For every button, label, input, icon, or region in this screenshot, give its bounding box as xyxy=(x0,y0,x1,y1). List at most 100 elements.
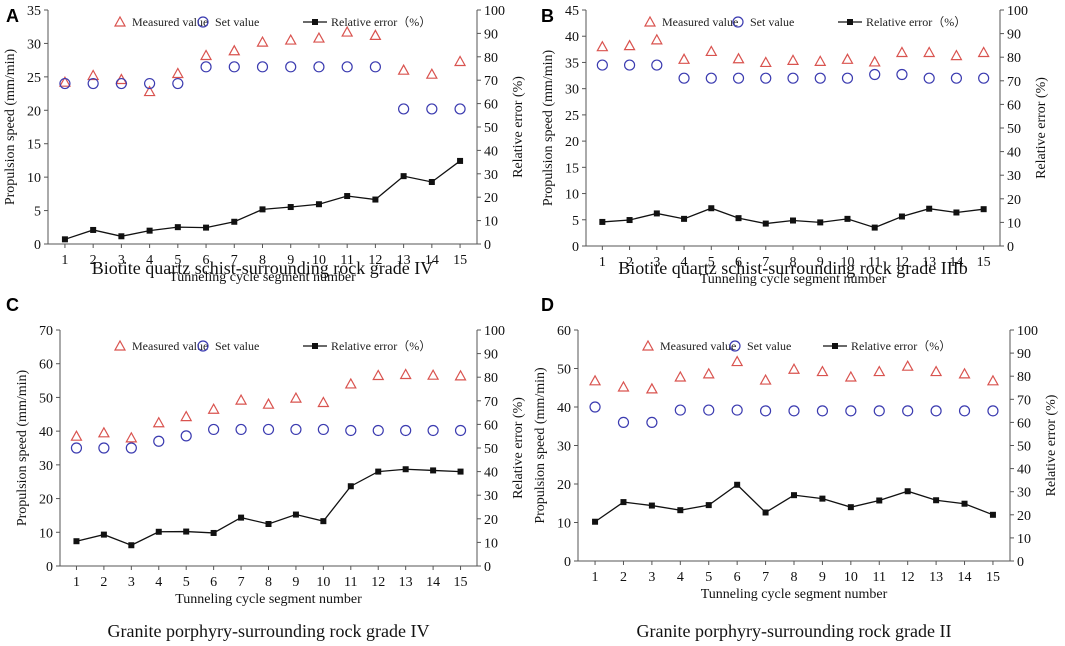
set-point xyxy=(902,405,914,417)
measured-point xyxy=(143,85,156,97)
series-measured xyxy=(70,368,467,443)
measured-point xyxy=(427,368,440,380)
x-tick-label: 12 xyxy=(901,570,915,585)
set-point xyxy=(646,416,658,428)
set-point xyxy=(896,68,908,81)
left-tick-label: 15 xyxy=(27,138,41,153)
measured-point xyxy=(645,382,658,394)
left-tick-label: 70 xyxy=(39,324,53,339)
left-tick-label: 10 xyxy=(27,171,41,186)
right-tick-label: 20 xyxy=(484,191,498,206)
x-tick-label: 12 xyxy=(371,575,385,590)
y2-axis-label: Relative error (%) xyxy=(511,76,526,178)
right-tick-label: 50 xyxy=(484,442,498,457)
set-point xyxy=(923,72,935,84)
measured-point xyxy=(589,374,602,386)
error-point xyxy=(648,502,655,509)
set-point xyxy=(115,77,127,90)
left-tick-label: 20 xyxy=(39,493,53,508)
measured-point xyxy=(930,365,943,377)
right-tick-label: 60 xyxy=(484,98,498,113)
left-tick-label: 40 xyxy=(557,401,571,416)
left-tick-label: 0 xyxy=(572,240,579,255)
right-tick-label: 0 xyxy=(1017,555,1024,570)
right-tick-label: 90 xyxy=(484,27,498,42)
right-tick-label: 50 xyxy=(1007,122,1021,137)
right-tick-label: 50 xyxy=(484,121,498,136)
right-tick-label: 30 xyxy=(484,168,498,183)
error-point xyxy=(90,226,97,233)
legend-label-set: Set value xyxy=(750,15,794,29)
panel-caption: Biotite quartz schist-surrounding rock g… xyxy=(618,258,967,278)
measured-point xyxy=(312,31,325,43)
set-point xyxy=(345,424,357,437)
error-point xyxy=(734,481,741,488)
legend-circle-icon xyxy=(197,340,209,352)
measured-point xyxy=(425,67,438,79)
set-point xyxy=(70,442,83,454)
measured-point xyxy=(397,63,410,75)
x-tick-label: 9 xyxy=(292,575,299,590)
panel-letter: A xyxy=(6,6,19,26)
x-tick-label: 6 xyxy=(735,255,742,270)
right-tick-label: 20 xyxy=(484,513,498,528)
error-point xyxy=(817,219,824,226)
measured-point xyxy=(816,365,829,377)
panel-B: B051015202530354045010203040506070809010… xyxy=(541,4,1049,287)
x-tick-label: 6 xyxy=(734,570,741,585)
series-set xyxy=(59,61,466,115)
x-axis-label: Tunneling cycle segment number xyxy=(169,270,356,285)
set-point xyxy=(674,404,686,416)
set-point xyxy=(98,442,110,454)
left-tick-label: 20 xyxy=(557,478,571,493)
set-point xyxy=(369,61,381,73)
left-tick-label: 50 xyxy=(557,363,571,378)
x-tick-label: 15 xyxy=(977,255,991,270)
x-tick-label: 13 xyxy=(929,570,943,585)
measured-point xyxy=(454,55,467,67)
right-tick-label: 100 xyxy=(1017,324,1038,339)
measured-point xyxy=(623,39,636,51)
error-point xyxy=(989,511,996,518)
x-tick-label: 9 xyxy=(819,570,826,585)
x-tick-label: 2 xyxy=(90,253,97,268)
left-tick-label: 25 xyxy=(565,109,579,124)
error-point xyxy=(146,227,153,234)
x-tick-label: 10 xyxy=(316,575,330,590)
right-tick-label: 100 xyxy=(484,324,505,339)
left-tick-label: 10 xyxy=(557,517,571,532)
x-tick-label: 10 xyxy=(840,255,854,270)
x-tick-label: 8 xyxy=(791,570,798,585)
panel-letter: D xyxy=(541,295,554,315)
measured-point xyxy=(678,53,691,64)
set-point xyxy=(372,424,384,437)
x-tick-label: 8 xyxy=(265,575,272,590)
set-point xyxy=(788,405,800,417)
x-tick-label: 1 xyxy=(592,570,599,585)
x-tick-label: 15 xyxy=(454,575,468,590)
x-tick-label: 10 xyxy=(312,253,326,268)
legend: Measured value Set value Relative error（%） xyxy=(113,339,431,353)
legend-label-error: Relative error（%） xyxy=(331,339,431,353)
measured-point xyxy=(171,67,184,79)
set-point xyxy=(759,405,772,417)
right-tick-label: 30 xyxy=(1017,486,1031,501)
set-point xyxy=(930,405,942,417)
x-axis-label: Tunneling cycle segment number xyxy=(700,272,887,287)
measured-point xyxy=(372,369,385,381)
left-tick-label: 60 xyxy=(39,358,53,373)
error-point xyxy=(155,528,162,535)
right-tick-label: 30 xyxy=(484,489,498,504)
measured-point xyxy=(901,359,914,371)
error-point xyxy=(287,204,294,211)
right-tick-label: 0 xyxy=(484,238,491,253)
x-tick-label: 15 xyxy=(986,570,1000,585)
set-point xyxy=(732,72,745,84)
x-tick-label: 13 xyxy=(922,255,936,270)
x-tick-label: 6 xyxy=(203,253,210,268)
set-point xyxy=(705,72,717,84)
set-point xyxy=(398,103,410,115)
left-tick-label: 20 xyxy=(27,104,41,119)
left-tick-label: 30 xyxy=(565,83,579,98)
x-tick-label: 7 xyxy=(231,253,238,268)
